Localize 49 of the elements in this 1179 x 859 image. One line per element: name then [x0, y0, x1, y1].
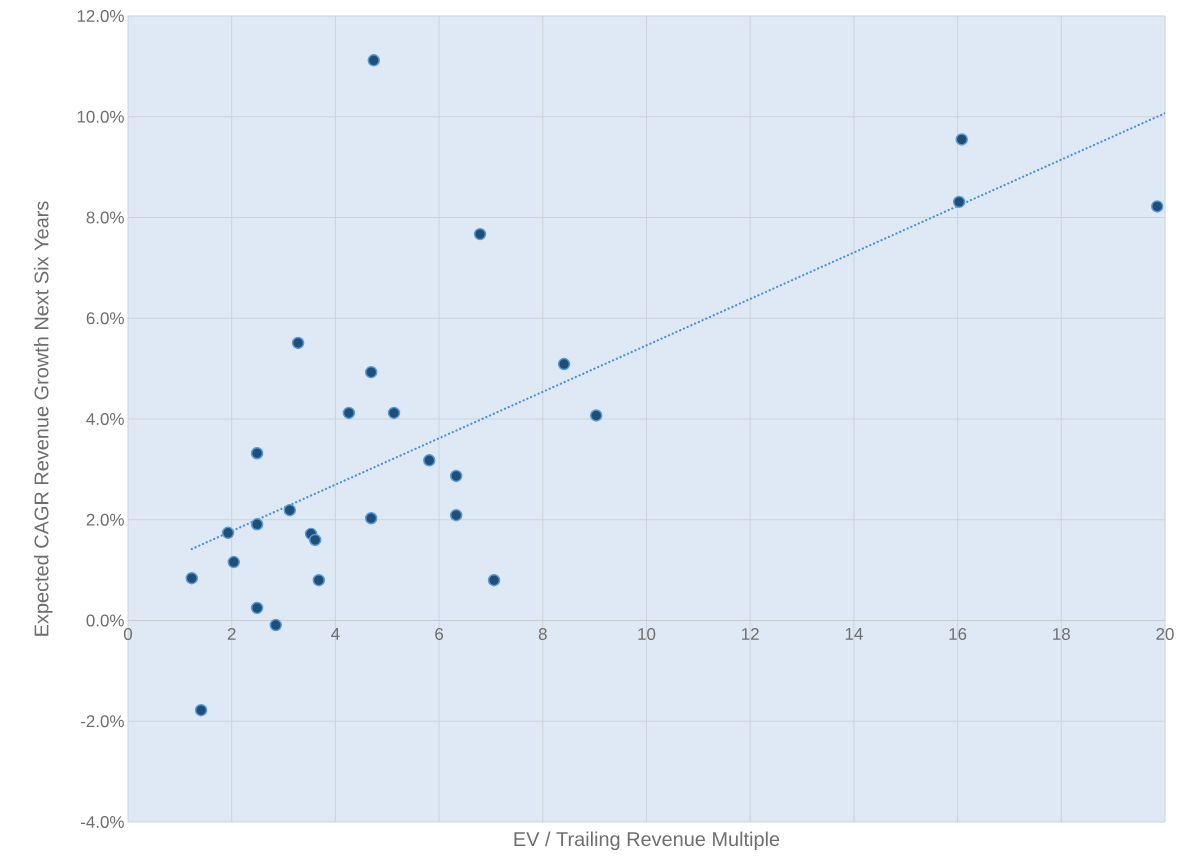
point	[250, 518, 264, 531]
y-tick-label: 4.0%	[86, 413, 124, 425]
point	[449, 508, 463, 522]
point	[364, 512, 378, 525]
y-tick-label: -2.0%	[80, 715, 124, 728]
point	[185, 571, 198, 585]
point	[952, 195, 966, 209]
point	[955, 133, 968, 146]
point	[387, 406, 401, 420]
x-tick-label: 0	[123, 628, 133, 641]
point	[283, 503, 296, 517]
x-tick-label: 2	[227, 628, 236, 640]
point	[250, 447, 264, 460]
y-tick-label: -4.0%	[80, 816, 124, 828]
point	[367, 54, 380, 67]
x-tick-label: 14	[845, 628, 863, 640]
point	[1150, 200, 1164, 213]
point	[312, 573, 326, 587]
x-tick-label: 18	[1053, 628, 1070, 641]
y-tick-label: 12.0%	[77, 9, 124, 22]
point	[557, 357, 571, 371]
y-tick-label: 6.0%	[86, 312, 124, 325]
y-tick-label: 8.0%	[86, 211, 124, 224]
point	[250, 601, 264, 615]
point	[364, 365, 378, 379]
x-tick-label: 16	[949, 628, 967, 641]
point	[449, 469, 463, 483]
x-tick-label: 12	[742, 628, 759, 640]
y-axis-title: Expected CAGR Revenue Growth Next Six Years	[33, 201, 53, 636]
x-tick-label: 8	[538, 628, 547, 641]
point	[194, 703, 208, 717]
point	[473, 227, 487, 241]
point	[308, 533, 322, 547]
x-tick-label: 4	[331, 628, 340, 640]
y-tick-label: 10.0%	[77, 110, 124, 123]
x-axis-title: EV / Trailing Revenue Multiple	[514, 831, 780, 851]
x-tick-label: 20	[1156, 628, 1174, 641]
point	[589, 409, 603, 422]
point	[291, 336, 305, 350]
point	[487, 573, 501, 587]
point	[227, 555, 240, 569]
y-tick-label: 0.0%	[86, 614, 124, 627]
point	[342, 406, 356, 420]
point	[221, 526, 235, 540]
point	[269, 618, 282, 632]
y-tick-label: 2.0%	[86, 513, 124, 526]
point	[423, 454, 436, 467]
x-tick-label: 6	[435, 628, 444, 641]
x-tick-label: 10	[638, 628, 656, 641]
